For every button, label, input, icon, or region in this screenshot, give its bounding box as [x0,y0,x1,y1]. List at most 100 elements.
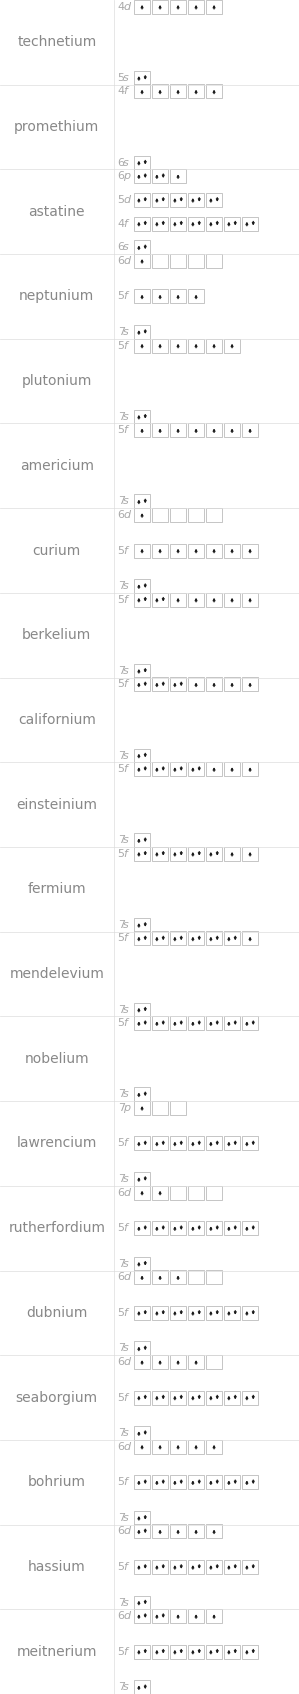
Bar [188,678,204,691]
Bar [134,325,150,339]
Bar [188,217,204,230]
Bar [224,762,240,776]
Bar [188,1137,204,1150]
Bar [170,193,186,207]
Bar [170,1560,186,1574]
Bar [134,1101,150,1115]
Bar [170,544,186,557]
Bar [206,1525,222,1538]
Bar [206,85,222,98]
Bar [188,290,204,303]
Bar [188,254,204,268]
Bar [134,1560,150,1574]
Text: 7: 7 [118,666,125,676]
Bar [134,932,150,945]
Bar [134,1306,150,1320]
Text: bohrium: bohrium [28,1475,86,1489]
Bar [134,424,150,437]
Bar [170,1609,186,1623]
Bar [170,1475,186,1489]
Bar [206,339,222,352]
Text: 5: 5 [118,679,125,689]
Bar [188,1645,204,1658]
Bar [170,1391,186,1404]
Bar [170,1525,186,1538]
Text: 7: 7 [118,412,125,422]
Bar [134,918,150,932]
Bar [134,1645,150,1658]
Bar [152,424,168,437]
Text: 7: 7 [118,1682,125,1692]
Bar [224,678,240,691]
Bar [134,1525,150,1538]
Bar [206,1016,222,1030]
Bar [206,932,222,945]
Bar [170,339,186,352]
Bar [224,1391,240,1404]
Text: d: d [123,1526,130,1536]
Bar [242,217,258,230]
Bar [188,339,204,352]
Text: f: f [123,933,127,944]
Text: f: f [123,764,127,774]
Text: americium: americium [20,459,94,473]
Text: dubnium: dubnium [26,1306,88,1320]
Text: 7: 7 [118,835,125,845]
Bar [152,1525,168,1538]
Bar [134,508,150,522]
Bar [188,1016,204,1030]
Text: 7: 7 [118,1089,125,1099]
Bar [134,1257,150,1270]
Bar [134,1137,150,1150]
Bar [188,1186,204,1199]
Text: seaborgium: seaborgium [16,1391,98,1404]
Text: berkelium: berkelium [22,628,91,642]
Bar [188,0,204,14]
Bar [152,217,168,230]
Bar [152,508,168,522]
Bar [206,254,222,268]
Bar [170,762,186,776]
Text: 5: 5 [118,1392,125,1403]
Bar [206,1306,222,1320]
Text: s: s [123,242,129,252]
Text: 7: 7 [118,496,125,507]
Bar [188,424,204,437]
Bar [206,193,222,207]
Bar [170,1016,186,1030]
Bar [188,847,204,861]
Bar [134,847,150,861]
Text: f: f [123,291,127,302]
Bar [134,593,150,606]
Bar [152,193,168,207]
Bar [134,217,150,230]
Bar [170,847,186,861]
Text: 6: 6 [118,1187,125,1198]
Bar [134,71,150,85]
Bar [224,424,240,437]
Bar [134,1172,150,1186]
Bar [134,579,150,593]
Bar [134,1003,150,1016]
Bar [242,678,258,691]
Text: 5: 5 [118,1477,125,1487]
Bar [170,424,186,437]
Bar [134,544,150,557]
Bar [188,1560,204,1574]
Bar [206,1137,222,1150]
Bar [134,410,150,424]
Bar [242,1475,258,1489]
Text: s: s [123,412,129,422]
Bar [152,544,168,557]
Text: f: f [123,679,127,689]
Text: 6: 6 [118,1272,125,1282]
Bar [188,593,204,606]
Text: 5: 5 [118,1018,125,1028]
Bar [170,508,186,522]
Bar [170,593,186,606]
Bar [224,544,240,557]
Text: 6: 6 [118,158,125,168]
Text: 5: 5 [118,291,125,302]
Bar [170,169,186,183]
Bar [206,1221,222,1235]
